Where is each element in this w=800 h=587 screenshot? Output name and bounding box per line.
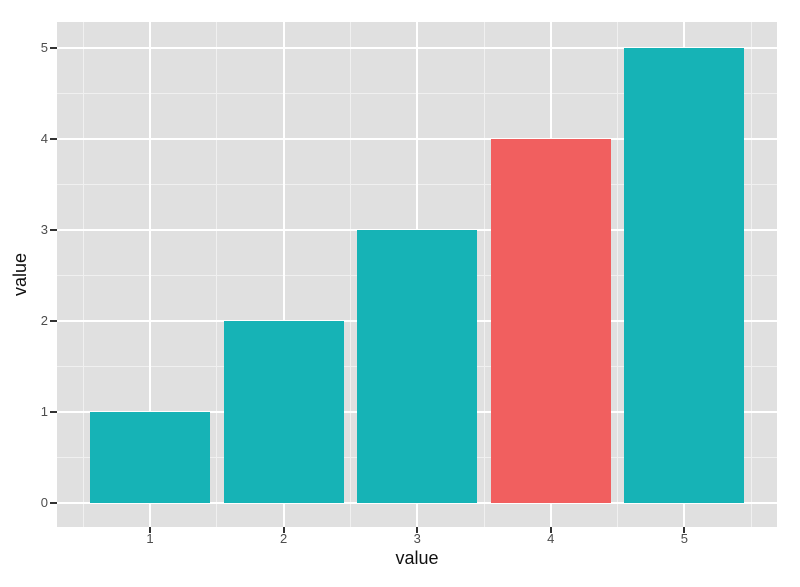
plot-panel bbox=[57, 22, 777, 527]
y-tick-label: 3 bbox=[40, 222, 48, 237]
gridline-major-vertical bbox=[149, 22, 151, 527]
gridline-minor-vertical bbox=[82, 22, 84, 527]
x-axis-tick bbox=[549, 527, 552, 533]
x-tick-label: 4 bbox=[547, 531, 555, 546]
gridline-major-horizontal bbox=[57, 47, 777, 49]
gridline-major-horizontal bbox=[57, 502, 777, 504]
y-axis-tick bbox=[50, 47, 57, 49]
x-axis-tick bbox=[282, 527, 285, 533]
y-tick-label: 1 bbox=[40, 404, 48, 419]
y-axis-tick bbox=[50, 229, 57, 231]
y-axis-title-text: value bbox=[10, 252, 31, 296]
y-tick-label: 5 bbox=[40, 40, 48, 55]
gridline-minor-vertical bbox=[750, 22, 752, 527]
y-axis-tick bbox=[50, 411, 57, 413]
gridline-major-vertical bbox=[282, 22, 285, 527]
bar bbox=[624, 48, 745, 503]
y-axis-tick bbox=[50, 138, 57, 140]
x-axis-tick bbox=[683, 527, 686, 533]
x-tick-label: 5 bbox=[680, 531, 688, 546]
y-axis-tick bbox=[50, 502, 57, 504]
y-tick-label: 0 bbox=[40, 495, 48, 510]
x-axis-title: value bbox=[395, 548, 439, 568]
bar bbox=[490, 139, 611, 503]
bar bbox=[357, 230, 478, 503]
y-axis-tick bbox=[50, 320, 57, 322]
gridline-minor-vertical bbox=[216, 22, 218, 527]
x-tick-label: 3 bbox=[413, 531, 421, 546]
y-tick-label: 2 bbox=[40, 313, 48, 328]
x-tick-label: 1 bbox=[146, 531, 154, 546]
bar bbox=[223, 321, 344, 503]
gridline-minor-vertical bbox=[617, 22, 619, 527]
y-tick-label: 4 bbox=[40, 131, 48, 146]
x-axis-tick bbox=[149, 527, 151, 533]
y-axis-title: value bbox=[4, 224, 38, 324]
x-axis-tick bbox=[416, 527, 419, 533]
gridline-minor-vertical bbox=[483, 22, 485, 527]
x-tick-label: 2 bbox=[279, 531, 288, 546]
gridline-minor-vertical bbox=[349, 22, 351, 527]
bar bbox=[90, 412, 210, 503]
gridline-major-horizontal bbox=[57, 138, 777, 140]
